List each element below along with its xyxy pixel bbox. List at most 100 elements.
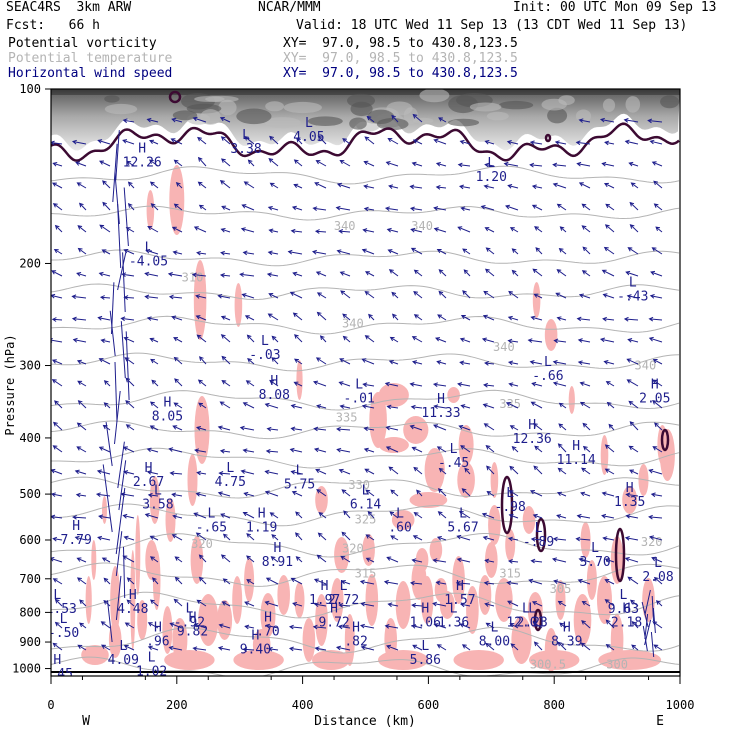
extremum-value: -4.05 <box>129 255 168 270</box>
wind-vector <box>296 137 303 145</box>
wind-vector <box>531 184 543 190</box>
wind-vector <box>511 248 519 255</box>
wind-vector <box>152 577 159 585</box>
wind-vector <box>387 602 399 608</box>
extremum-marker: L <box>591 541 599 556</box>
pv-contours <box>51 90 680 632</box>
wind-vector <box>388 184 399 189</box>
wind-vector <box>291 205 303 211</box>
wind-vector <box>99 160 111 167</box>
wind-vector <box>336 426 351 432</box>
wind-vector <box>313 578 327 585</box>
wind-vector <box>578 557 591 563</box>
pv-blob <box>622 486 638 514</box>
wind-vector <box>123 535 135 541</box>
theta-label: 320 <box>191 537 213 551</box>
wind-vector <box>287 249 303 255</box>
wind-vector <box>459 623 471 629</box>
wind-vector <box>484 227 495 233</box>
wind-vector <box>529 360 543 365</box>
extremum-value: 2.23 <box>517 616 548 631</box>
wind-vector <box>266 272 279 277</box>
extremum-marker: L <box>535 521 543 536</box>
pv-blob <box>234 283 243 327</box>
extremum-marker: L <box>296 463 304 478</box>
wind-vector <box>125 400 135 409</box>
y-tick-label: 100 <box>19 82 41 96</box>
wind-vector <box>77 644 87 651</box>
wind-vector <box>362 382 375 388</box>
wind-vector <box>511 269 519 277</box>
wind-vector <box>483 184 495 189</box>
strato-blob <box>419 89 450 103</box>
extremum-marker: H <box>273 541 281 556</box>
wind-vector <box>532 268 543 277</box>
extremum-marker: L <box>528 602 536 617</box>
wind-vector <box>194 448 207 453</box>
wind-vector <box>480 205 495 211</box>
wind-vector <box>75 492 87 498</box>
wind-vector <box>336 249 351 255</box>
wind-vector <box>623 316 639 322</box>
extremum-marker: H <box>563 620 571 635</box>
theta-contour <box>51 447 680 469</box>
wind-vector <box>649 294 663 299</box>
wind-vector <box>269 379 279 387</box>
wind-vector <box>529 490 543 497</box>
extremum-value: 8.00 <box>479 634 510 649</box>
wind-vector <box>648 316 663 322</box>
wind-vector <box>364 271 375 277</box>
wind-vector <box>76 272 87 277</box>
wind-vector <box>411 336 423 343</box>
extremum-value: .96 <box>146 634 169 649</box>
wind-vector <box>533 465 543 475</box>
wind-vector <box>581 620 591 629</box>
pv-blob <box>659 429 675 481</box>
wind-vector <box>244 315 255 321</box>
wind-vector <box>556 316 567 321</box>
extremum-value: 9.82 <box>177 625 208 640</box>
extremum-marker: H <box>651 378 659 393</box>
wind-vector <box>411 603 423 608</box>
wind-vector <box>463 269 471 277</box>
wind-vector <box>485 642 495 651</box>
wind-vector <box>462 248 471 255</box>
wind-vector <box>294 358 303 365</box>
wind-vector <box>507 184 519 189</box>
wind-vector <box>342 313 351 321</box>
wind-vector <box>197 379 207 387</box>
wind-vector <box>653 180 663 189</box>
wind-vector <box>626 358 639 365</box>
updraft-vector <box>642 625 648 652</box>
wind-vector <box>460 206 471 212</box>
wind-vector <box>654 422 663 431</box>
wind-vector <box>559 226 567 233</box>
wind-vector <box>291 490 303 497</box>
wind-vector <box>387 137 399 145</box>
strato-blob <box>265 101 284 112</box>
wind-vector <box>437 511 447 519</box>
wind-vector <box>556 514 567 519</box>
wind-vector <box>652 359 663 365</box>
wind-vector <box>604 140 615 146</box>
wind-vector <box>386 404 399 410</box>
wind-vector <box>197 156 207 167</box>
wind-vector <box>339 404 351 409</box>
wind-vector <box>627 247 639 255</box>
init-time: Init: 00 UTC Mon 09 Sep 13 <box>513 0 717 15</box>
wind-vector <box>484 140 495 145</box>
wind-vector <box>412 644 423 651</box>
extremum-value: 12.36 <box>513 432 552 447</box>
wind-vector <box>124 357 135 365</box>
updraft-vector <box>650 631 655 658</box>
wind-vector <box>435 337 447 343</box>
wind-vector <box>456 557 471 563</box>
wind-vector <box>295 556 303 563</box>
wind-vector <box>315 271 327 277</box>
extremum-marker: L <box>60 612 68 627</box>
wind-vector <box>606 401 615 409</box>
wind-vector <box>507 559 519 564</box>
wind-vector <box>412 139 423 145</box>
wind-vector <box>338 468 351 475</box>
extremum-marker: H <box>163 395 171 410</box>
